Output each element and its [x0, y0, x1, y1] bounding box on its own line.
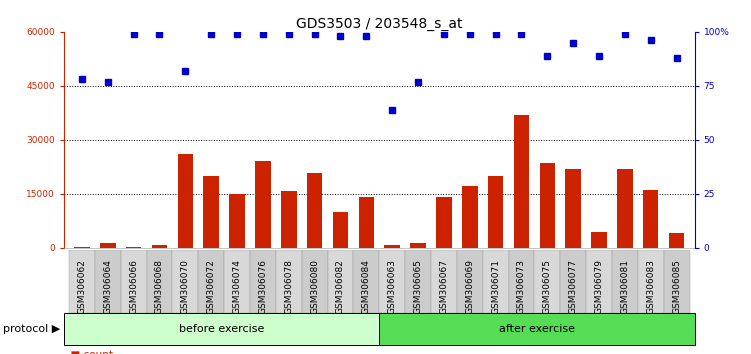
Bar: [229, 194, 245, 248]
Text: ■ count: ■ count: [64, 350, 113, 354]
Bar: [379, 313, 695, 345]
Bar: [327, 250, 354, 313]
Bar: [508, 250, 535, 313]
Text: GSM306063: GSM306063: [388, 259, 397, 314]
Bar: [462, 186, 478, 248]
Title: GDS3503 / 203548_s_at: GDS3503 / 203548_s_at: [296, 17, 463, 31]
Bar: [385, 245, 400, 248]
Bar: [250, 250, 276, 313]
Text: GSM306085: GSM306085: [672, 259, 681, 314]
Bar: [204, 176, 219, 248]
Text: GSM306067: GSM306067: [439, 259, 448, 314]
Bar: [198, 250, 224, 313]
Text: GSM306074: GSM306074: [233, 259, 242, 314]
Bar: [126, 247, 141, 248]
Bar: [669, 233, 684, 248]
Bar: [358, 198, 374, 248]
Bar: [535, 250, 560, 313]
Bar: [638, 250, 664, 313]
Bar: [146, 250, 173, 313]
Bar: [586, 250, 612, 313]
Bar: [276, 250, 302, 313]
Text: before exercise: before exercise: [179, 324, 264, 334]
Bar: [302, 250, 327, 313]
Bar: [354, 250, 379, 313]
Bar: [64, 313, 379, 345]
Text: GSM306064: GSM306064: [104, 259, 113, 314]
Bar: [617, 169, 632, 248]
Text: GSM306065: GSM306065: [414, 259, 423, 314]
Bar: [333, 212, 348, 248]
Bar: [152, 245, 167, 248]
Text: GSM306081: GSM306081: [620, 259, 629, 314]
Text: GSM306070: GSM306070: [181, 259, 190, 314]
Bar: [514, 115, 529, 248]
Bar: [224, 250, 250, 313]
Bar: [255, 161, 270, 248]
Bar: [566, 169, 581, 248]
Text: GSM306069: GSM306069: [465, 259, 474, 314]
Bar: [177, 154, 193, 248]
Bar: [69, 250, 95, 313]
Bar: [405, 250, 431, 313]
Bar: [591, 232, 607, 248]
Bar: [173, 250, 198, 313]
Text: GSM306084: GSM306084: [362, 259, 371, 314]
Text: GSM306068: GSM306068: [155, 259, 164, 314]
Text: GSM306071: GSM306071: [491, 259, 500, 314]
Text: GSM306066: GSM306066: [129, 259, 138, 314]
Bar: [431, 250, 457, 313]
Text: GSM306062: GSM306062: [77, 259, 86, 314]
Bar: [436, 198, 451, 248]
Bar: [643, 190, 659, 248]
Bar: [74, 247, 89, 248]
Text: GSM306073: GSM306073: [517, 259, 526, 314]
Text: GSM306078: GSM306078: [285, 259, 294, 314]
Bar: [281, 191, 297, 248]
Bar: [488, 176, 503, 248]
Text: protocol ▶: protocol ▶: [3, 324, 60, 334]
Text: GSM306075: GSM306075: [543, 259, 552, 314]
Bar: [307, 173, 322, 248]
Bar: [612, 250, 638, 313]
Bar: [483, 250, 508, 313]
Bar: [539, 163, 555, 248]
Text: GSM306077: GSM306077: [569, 259, 578, 314]
Text: GSM306082: GSM306082: [336, 259, 345, 314]
Bar: [95, 250, 121, 313]
Text: GSM306080: GSM306080: [310, 259, 319, 314]
Bar: [560, 250, 586, 313]
Bar: [121, 250, 146, 313]
Bar: [379, 250, 405, 313]
Text: GSM306083: GSM306083: [646, 259, 655, 314]
Text: GSM306076: GSM306076: [258, 259, 267, 314]
Bar: [410, 244, 426, 248]
Bar: [100, 244, 116, 248]
Text: GSM306079: GSM306079: [595, 259, 604, 314]
Bar: [664, 250, 689, 313]
Bar: [457, 250, 483, 313]
Text: GSM306072: GSM306072: [207, 259, 216, 314]
Text: after exercise: after exercise: [499, 324, 575, 334]
